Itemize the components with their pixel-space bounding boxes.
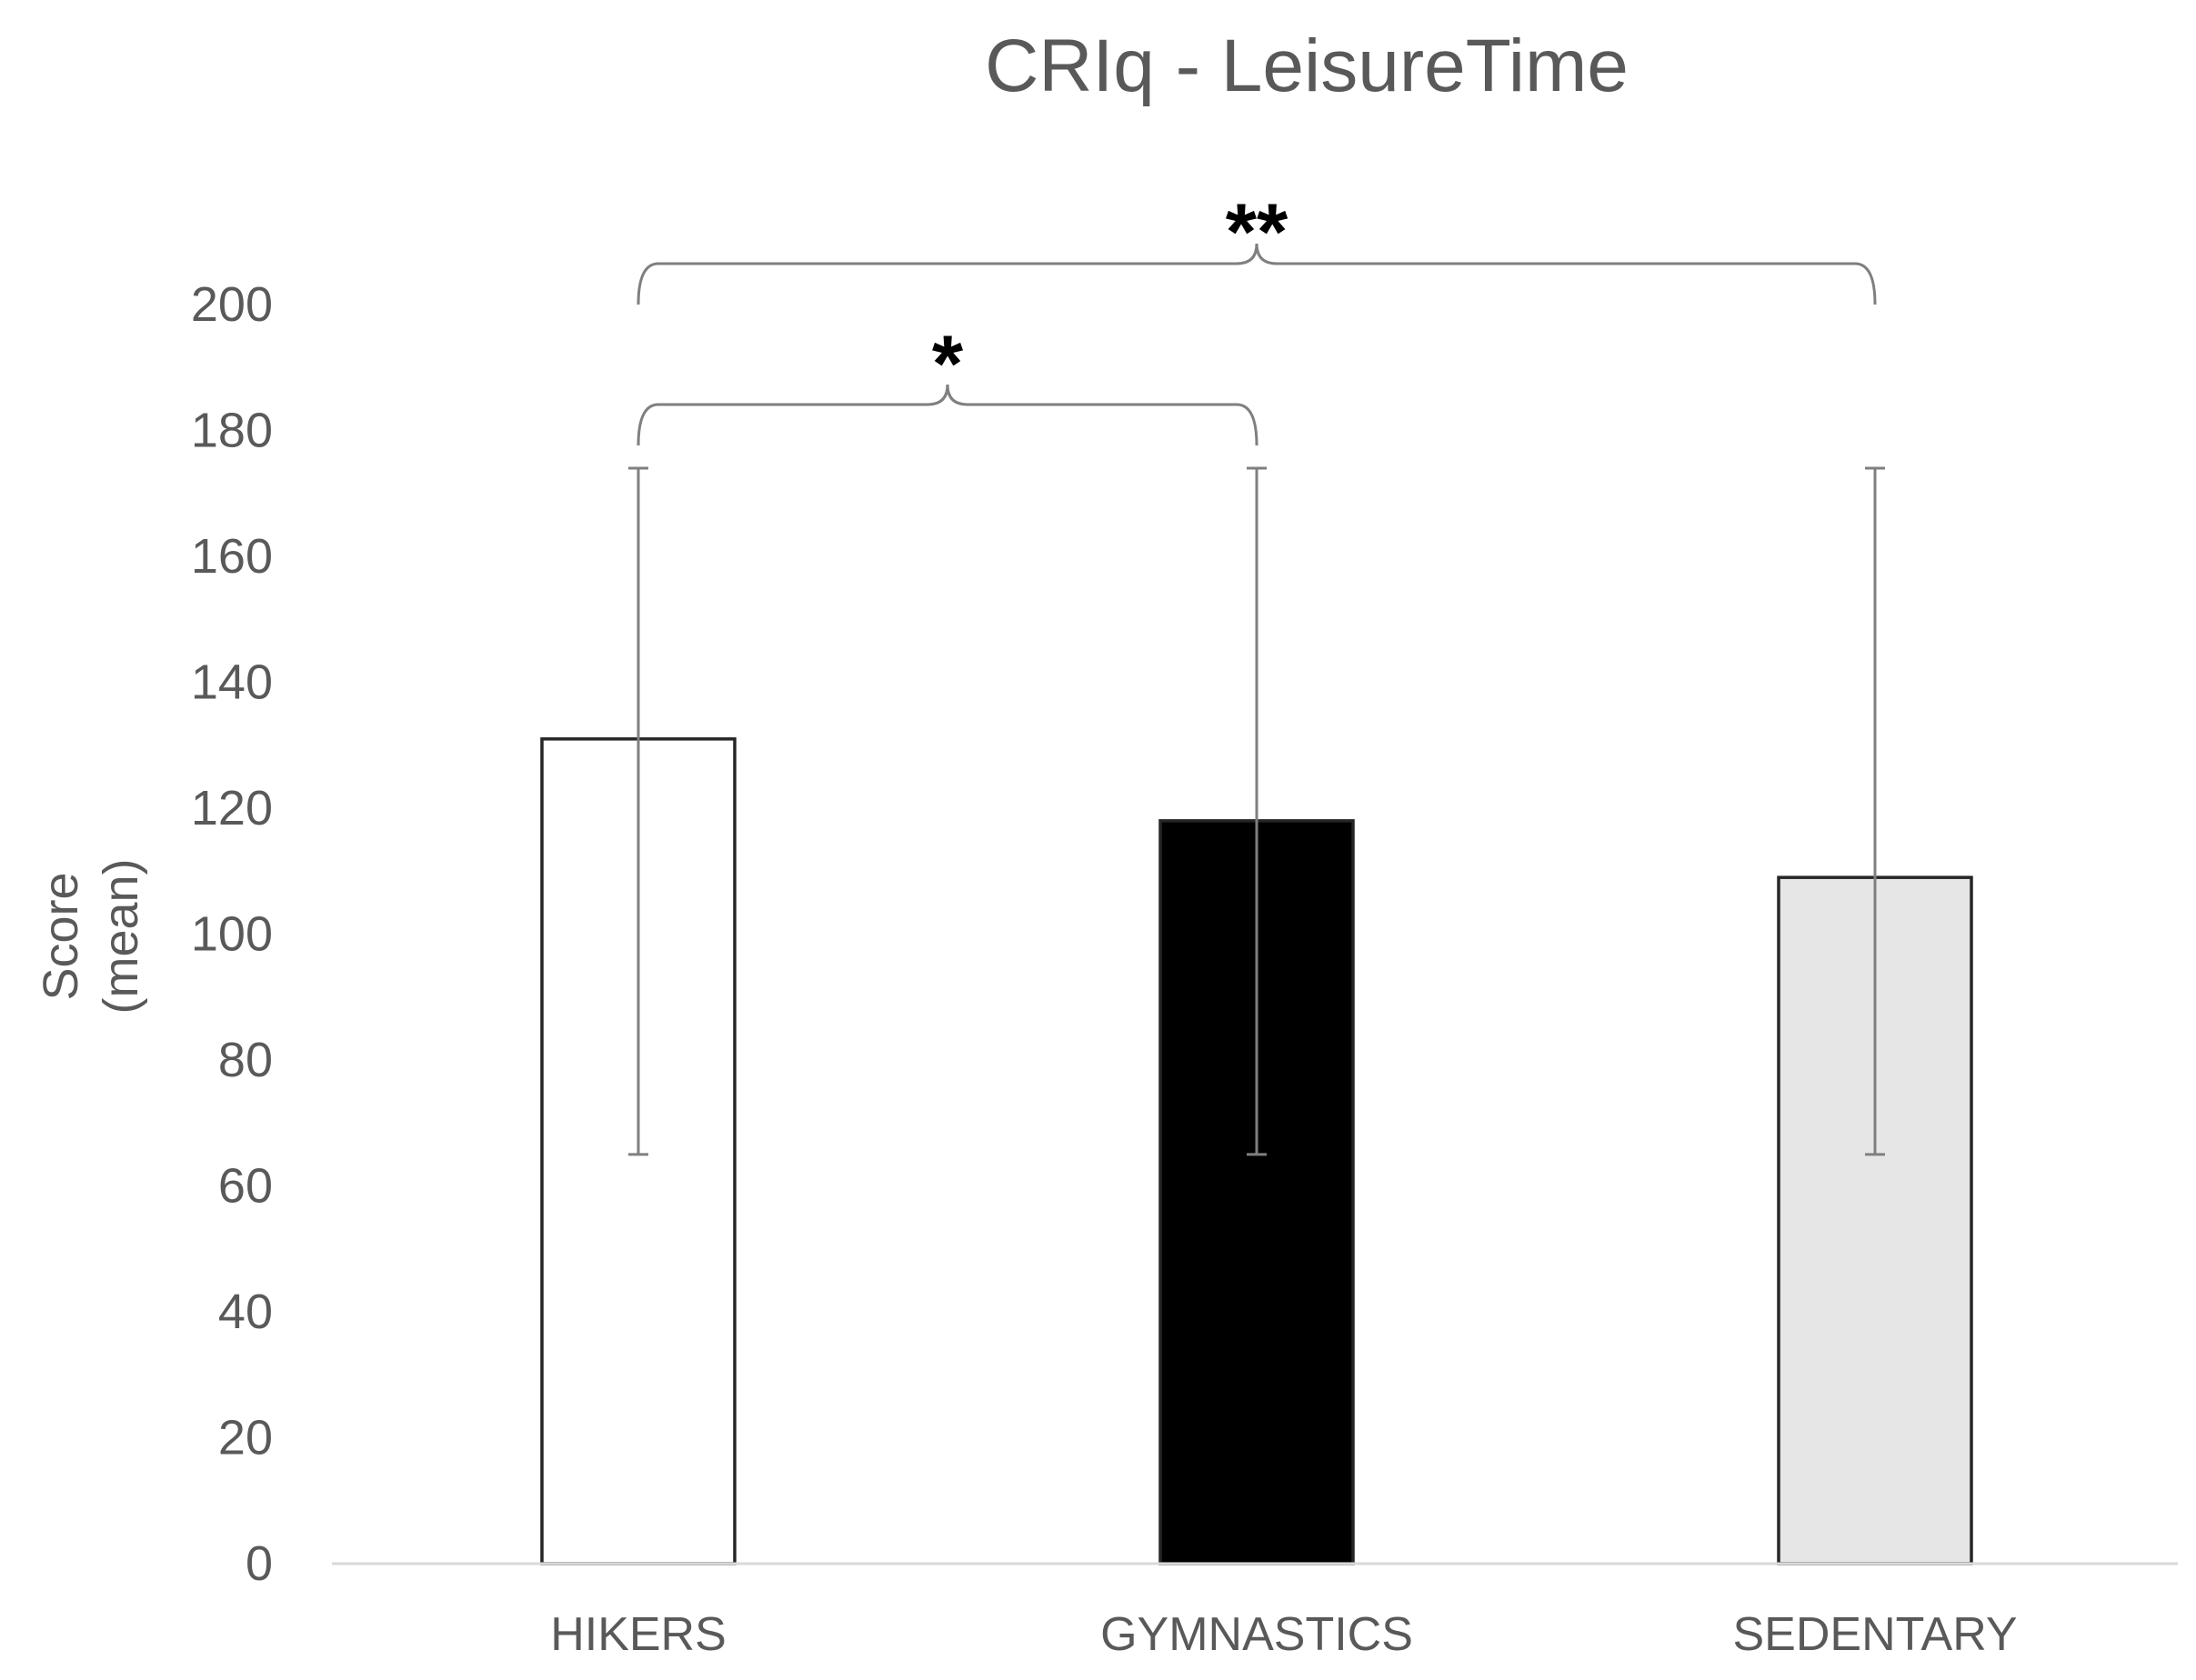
error-bars — [628, 466, 1885, 1156]
y-tick-label: 140 — [191, 655, 273, 710]
y-tick-label: 0 — [246, 1536, 273, 1591]
y-tick-label: 120 — [191, 781, 273, 835]
significance-label: ** — [1226, 186, 1289, 276]
y-axis-label-line: (mean) — [94, 858, 148, 1014]
y-tick-label: 200 — [191, 277, 273, 332]
significance-bracket: * — [637, 318, 1258, 446]
error-bar-sedentary — [1865, 466, 1885, 1156]
significance-bracket: ** — [637, 186, 1877, 305]
x-tick-label-gymnastics: GYMNASTICS — [1100, 1608, 1413, 1661]
bracket-line — [637, 243, 1877, 305]
y-axis-ticks: 0 20 40 60 80 100 120 140 160 180 200 — [191, 277, 273, 1591]
error-bar-hikers — [628, 466, 648, 1156]
x-tick-label-hikers: HIKERS — [550, 1608, 727, 1661]
significance-label: * — [932, 318, 964, 408]
y-tick-label: 60 — [218, 1159, 273, 1214]
x-axis-tick-labels: HIKERS GYMNASTICS SEDENTARY — [550, 1608, 2017, 1661]
y-axis-label: Score (mean) — [34, 858, 148, 1014]
error-bar-gymnastics — [1247, 466, 1267, 1156]
chart-title: CRIq - LeisureTime — [985, 25, 1629, 107]
y-tick-label: 180 — [191, 404, 273, 458]
y-tick-label: 40 — [218, 1285, 273, 1339]
x-tick-label-sedentary: SEDENTARY — [1732, 1608, 2017, 1661]
y-tick-label: 20 — [218, 1411, 273, 1465]
y-axis-label-line: Score — [34, 872, 88, 1000]
bracket-line — [637, 384, 1258, 446]
significance-brackets: *** — [637, 186, 1877, 446]
y-tick-label: 80 — [218, 1033, 273, 1087]
y-tick-label: 160 — [191, 529, 273, 584]
y-tick-label: 100 — [191, 907, 273, 962]
